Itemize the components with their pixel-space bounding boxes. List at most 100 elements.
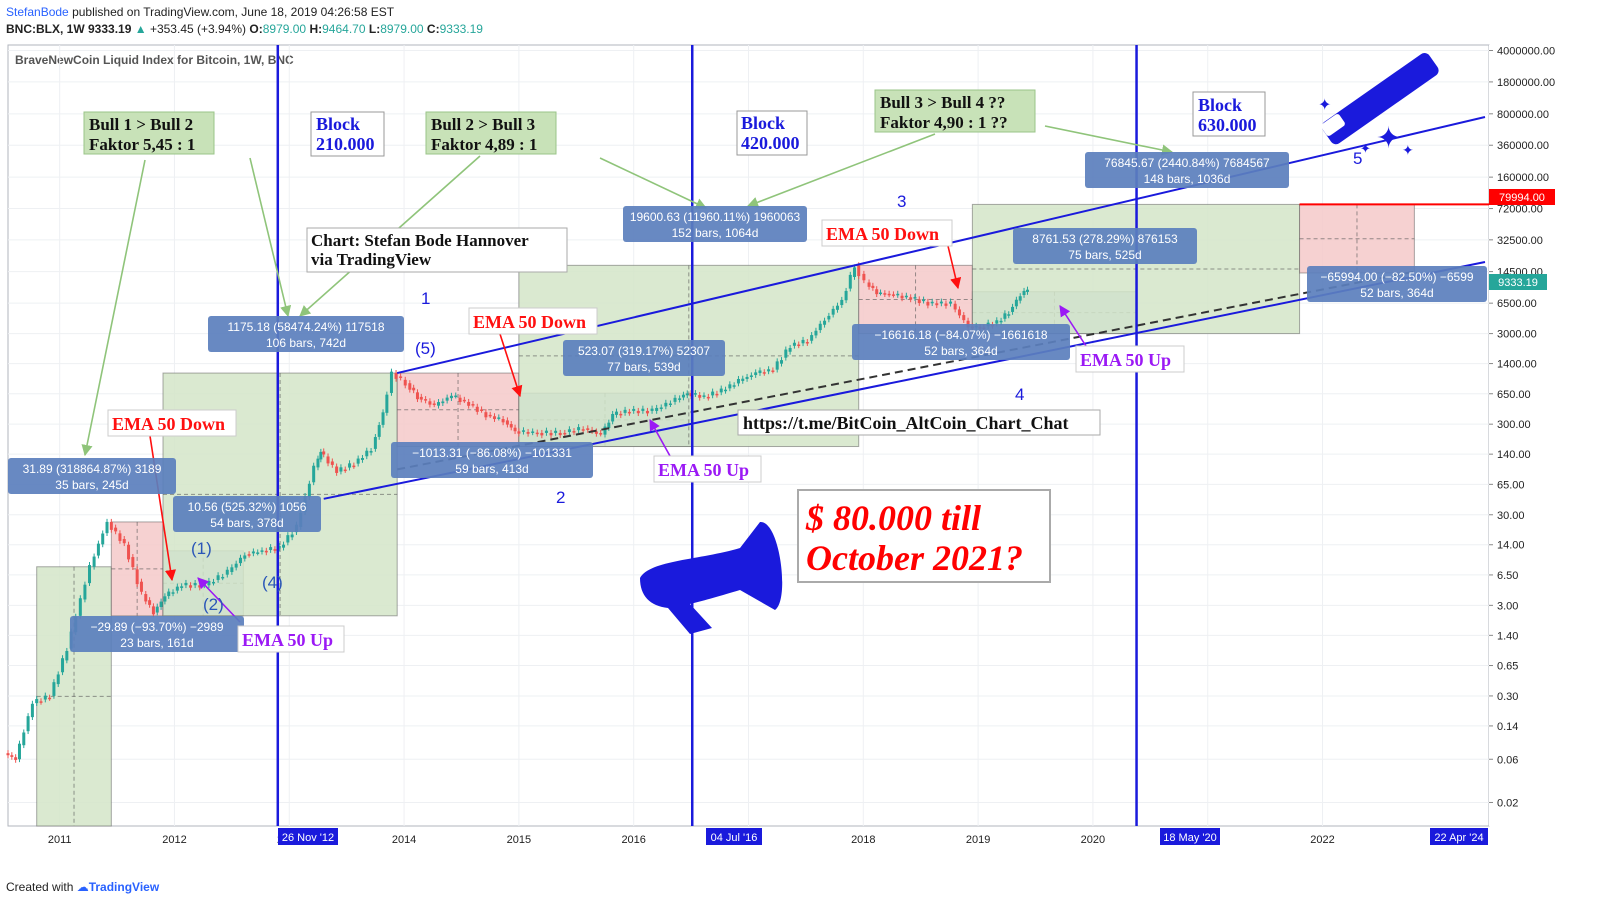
y-tick-label: 6500.00 — [1497, 298, 1537, 310]
candle-body — [290, 534, 294, 538]
candle-body — [109, 521, 113, 530]
candle-body — [365, 450, 369, 457]
measure-span: 152 bars, 1064d — [672, 226, 759, 240]
candle-body — [428, 401, 432, 405]
candle-body — [369, 451, 373, 453]
open-value: 8979.00 — [262, 22, 307, 36]
candle-body — [61, 658, 65, 673]
candle-body — [917, 299, 921, 304]
chat-link-note[interactable]: https://t.me/BitCoin_AltCoin_Chart_Chat — [737, 409, 1101, 436]
svg-text:Block: Block — [316, 114, 360, 134]
candle-body — [762, 372, 766, 374]
candle-body — [801, 339, 805, 344]
measure-box — [173, 496, 321, 532]
measure-span: 148 bars, 1036d — [1144, 172, 1231, 186]
candle-body — [619, 413, 623, 416]
annotation-arrow — [746, 133, 936, 208]
candle-body — [216, 575, 220, 580]
measure-box — [208, 316, 404, 352]
candle-body — [256, 552, 260, 554]
candle-body — [544, 430, 548, 433]
candle-body — [389, 371, 393, 393]
author-link[interactable]: StefanBode — [6, 5, 69, 19]
candle-body — [505, 420, 509, 425]
measure-change: −29.89 (−93.70%) −2989 — [90, 620, 223, 634]
candle-body — [467, 401, 471, 406]
candle-body — [175, 586, 179, 591]
candle-body — [995, 320, 999, 324]
candle-body — [501, 419, 505, 423]
candle-body — [180, 586, 184, 588]
candle-body — [607, 422, 611, 429]
wave-label: 3 — [897, 192, 906, 211]
annotation-arrow — [81, 159, 146, 457]
time-axis-ticks: 2011201220132014201520162017201820192020… — [48, 834, 1335, 846]
svg-text:Faktor 4,89 : 1: Faktor 4,89 : 1 — [431, 135, 537, 154]
candle-body — [659, 407, 663, 409]
y-tick-label: 3.00 — [1497, 600, 1518, 612]
candle-body — [913, 297, 917, 299]
candle-body — [399, 376, 403, 378]
y-tick-label: 140.00 — [1497, 449, 1531, 461]
candle-body — [118, 533, 122, 541]
y-tick-label: 3000.00 — [1497, 329, 1537, 341]
x-tick-label: 2018 — [851, 834, 875, 846]
candle-body — [212, 581, 216, 584]
candle-body — [572, 431, 576, 433]
candle-body — [415, 392, 419, 400]
candle-body — [823, 320, 827, 325]
svg-text:EMA 50 Down: EMA 50 Down — [112, 414, 225, 434]
measure-span: 77 bars, 539d — [607, 360, 680, 374]
candle-body — [1003, 313, 1007, 319]
candle-body — [264, 550, 268, 553]
y-tick-label: 300.00 — [1497, 419, 1531, 431]
candle-body — [577, 427, 581, 431]
candle-body — [745, 376, 749, 379]
candle-body — [896, 293, 900, 296]
candle-body — [554, 430, 558, 433]
candle-body — [1022, 290, 1026, 295]
candle-body — [904, 295, 908, 298]
svg-text:420.000: 420.000 — [741, 133, 800, 153]
tradingview-brand[interactable]: TradingView — [88, 880, 160, 894]
candle-body — [792, 342, 796, 346]
svg-text:Faktor 5,45 : 1: Faktor 5,45 : 1 — [89, 135, 195, 154]
svg-text:EMA 50 Down: EMA 50 Down — [826, 224, 939, 244]
candle-body — [891, 294, 895, 296]
candle-body — [614, 411, 618, 415]
price-axis[interactable] — [1489, 45, 1567, 826]
up-triangle-icon: ▲ — [134, 22, 147, 36]
candle-body — [122, 539, 126, 544]
candle-body — [335, 466, 339, 473]
bull1-note: Bull 1 > Bull 2 Faktor 5,45 : 1 — [83, 111, 215, 155]
measure-box — [623, 206, 807, 242]
candle-body — [805, 342, 809, 344]
candle-body — [39, 701, 43, 703]
candle-body — [454, 395, 458, 398]
candle-body — [563, 432, 567, 435]
candle-body — [810, 335, 814, 341]
measure-change: 1175.18 (58474.24%) 117518 — [227, 320, 384, 334]
candle-body — [151, 606, 155, 615]
candle-body — [887, 293, 891, 296]
candle-body — [352, 465, 356, 468]
measurement-labels: 31.89 (318864.87%) 3189 35 bars, 245d 10.5… — [8, 152, 1487, 652]
candle-body — [96, 543, 100, 556]
y-tick-label: 1400.00 — [1497, 359, 1537, 371]
candle-body — [230, 567, 234, 573]
y-tick-label: 1800000.00 — [1497, 77, 1555, 89]
candle-body — [408, 383, 412, 390]
candle-body — [260, 550, 264, 552]
y-tick-label: 360000.00 — [1497, 140, 1549, 152]
block1-note: Block 210.000 — [310, 111, 385, 157]
candle-body — [1007, 314, 1011, 316]
close-label: C: — [426, 22, 440, 36]
ema-down-label-2: EMA 50 Down — [468, 307, 598, 335]
candle-body — [83, 584, 87, 600]
candle-body — [581, 429, 585, 431]
y-tick-label: 14.00 — [1497, 540, 1525, 552]
candle-body — [540, 432, 544, 436]
ema-down-label-3: EMA 50 Down — [821, 219, 953, 247]
wave-label: 4 — [1015, 385, 1024, 404]
